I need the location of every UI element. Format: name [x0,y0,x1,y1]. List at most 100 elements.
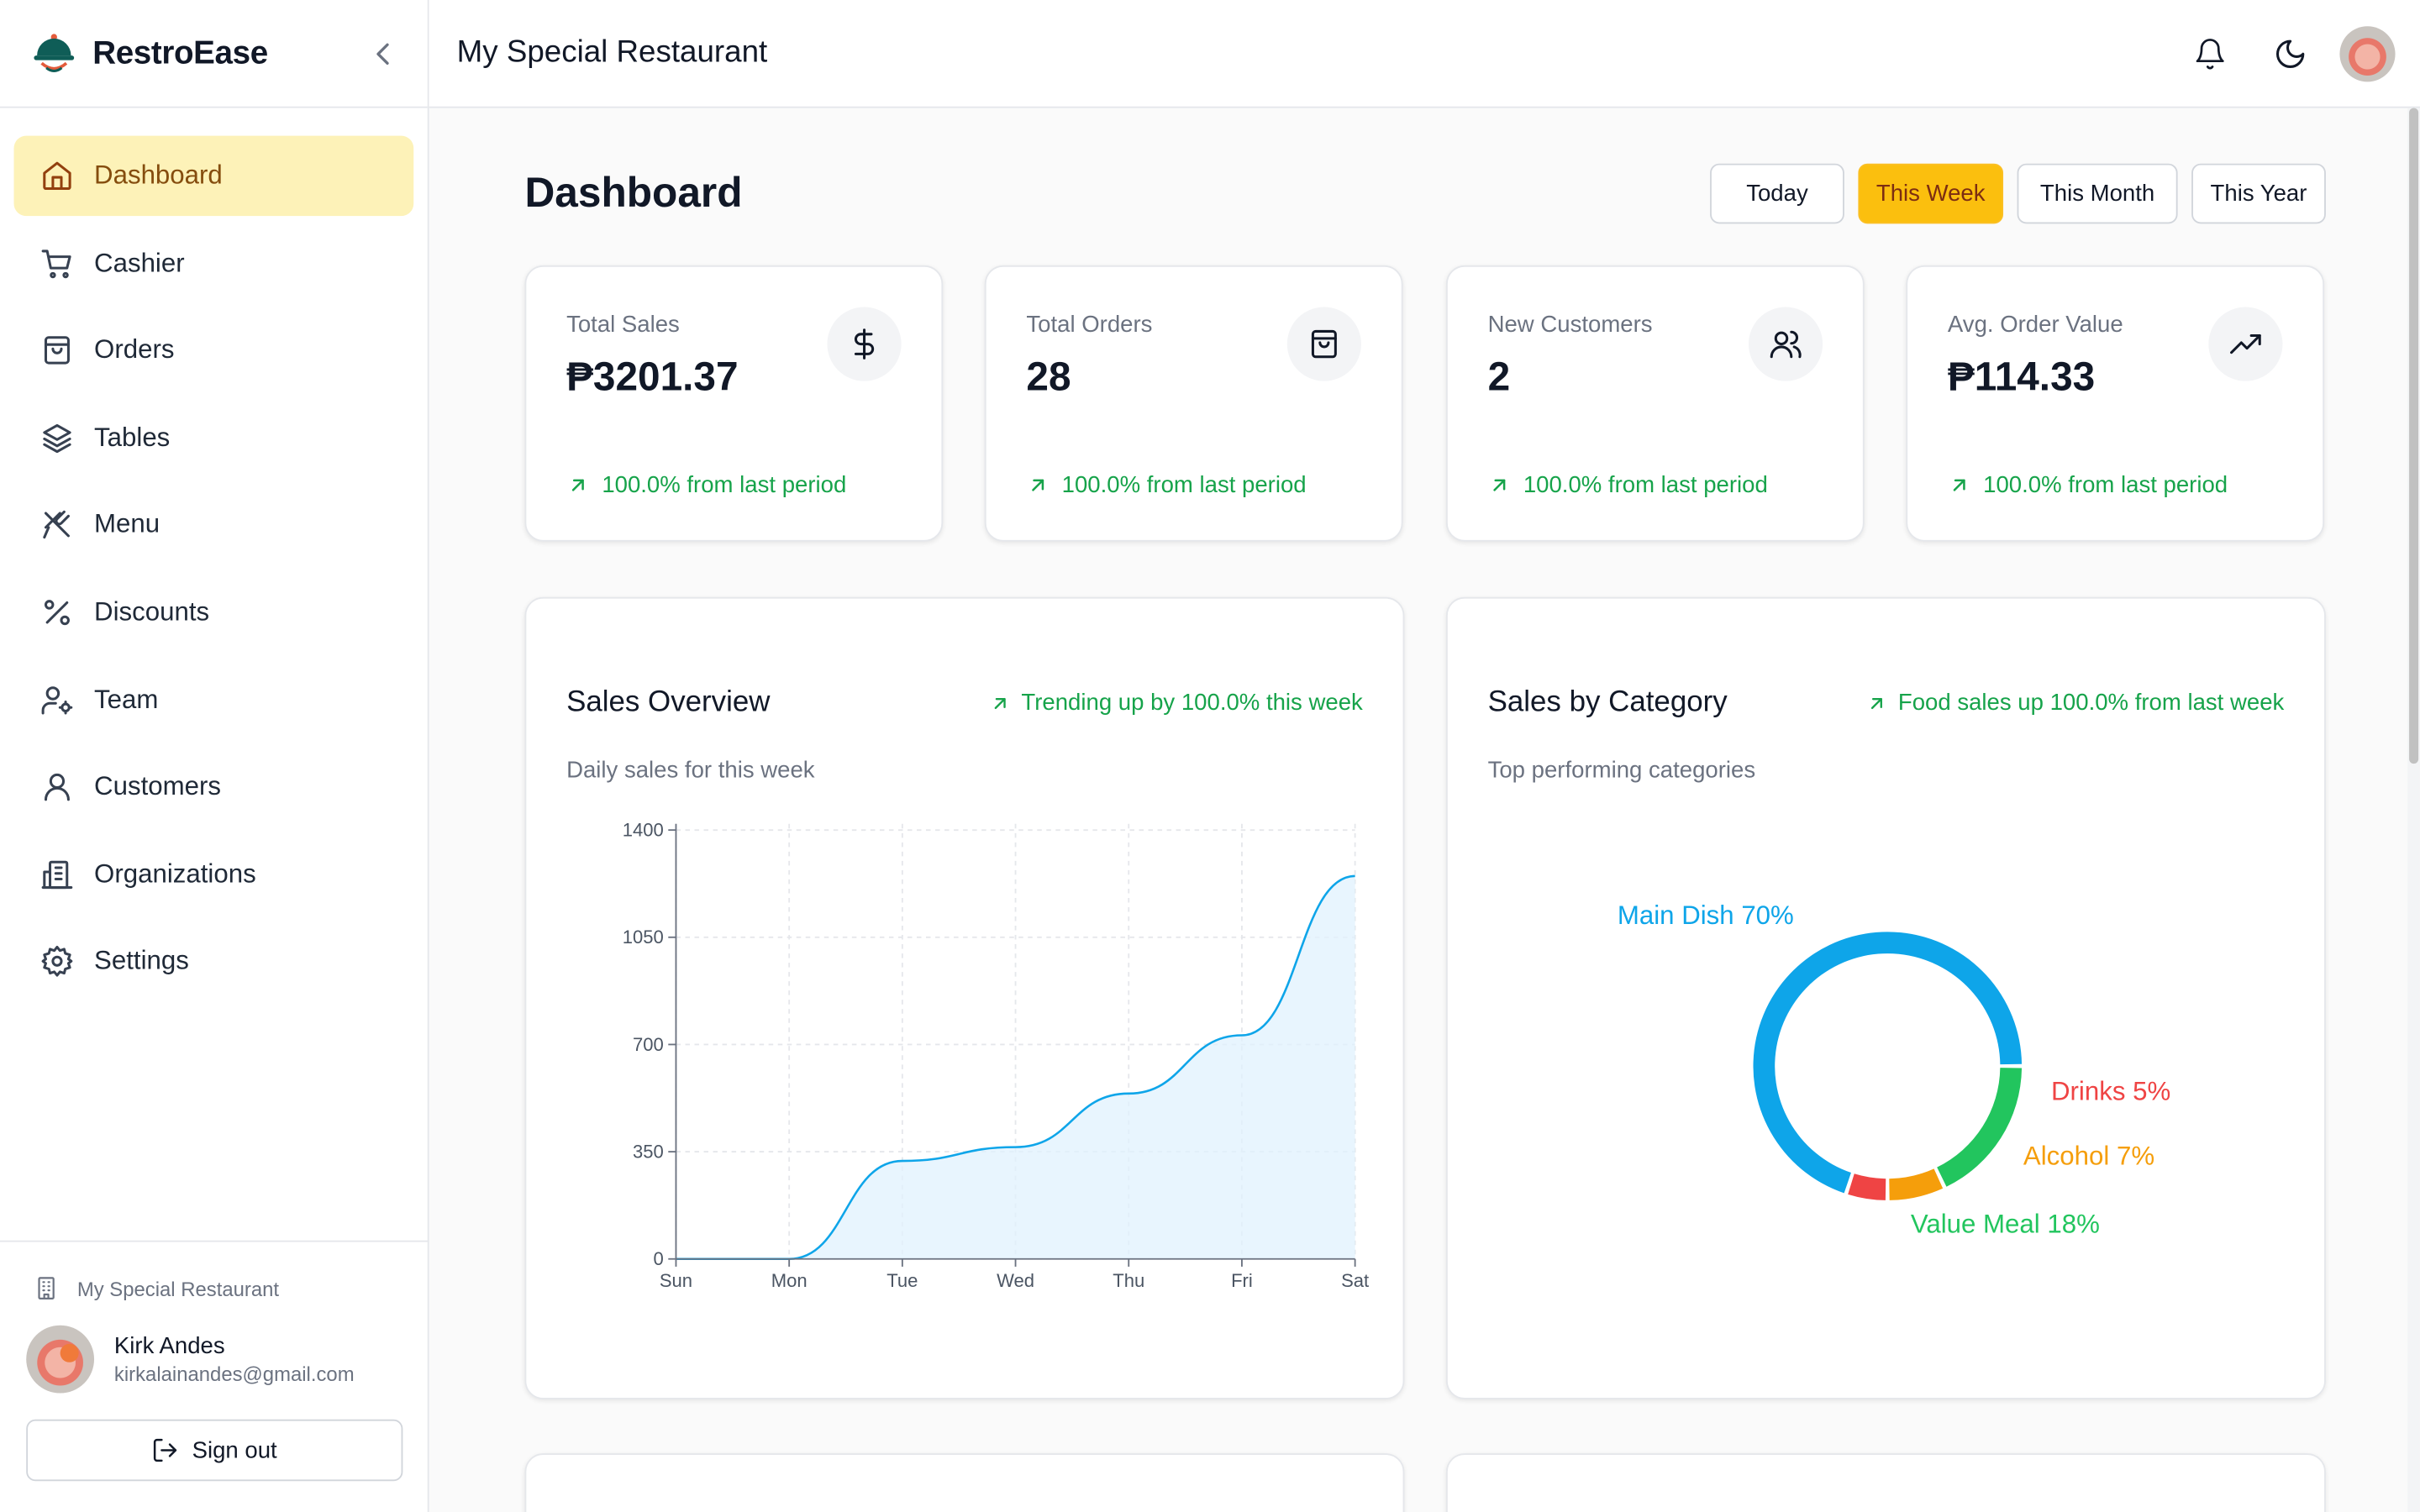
sidebar-item-settings[interactable]: Settings [14,921,414,1002]
range-today-button[interactable]: Today [1710,164,1844,224]
utensils-icon [40,508,74,542]
users-icon [1769,327,1802,360]
sidebar-item-dashboard[interactable]: Dashboard [14,136,414,217]
sidebar-item-orders[interactable]: Orders [14,311,414,391]
stat-trend: 100.0% from last period [1026,472,1306,498]
sign-out-button[interactable]: Sign out [26,1420,402,1481]
restaurant-cloche-icon [31,30,77,76]
donut-slice-label: Alcohol 7% [2023,1142,2154,1171]
stat-card-new-customers: New Customers 2 100.0% from last period [1446,265,1865,542]
restaurant-title: My Special Restaurant [457,35,768,71]
sidebar-item-label: Dashboard [94,160,223,192]
stat-icon-badge [827,307,901,381]
stat-icon-badge [1749,307,1823,381]
stat-trend-text: 100.0% from last period [602,472,846,498]
sidebar-item-menu[interactable]: Menu [14,485,414,565]
header-actions [2158,26,2396,81]
top-header: My Special Restaurant [429,0,2420,108]
y-tick-label: 350 [633,1141,664,1162]
y-tick-label: 1050 [623,927,664,948]
range-this-year-button[interactable]: This Year [2191,164,2326,224]
chart-subtitle: Daily sales for this week [566,758,815,784]
sidebar-item-team[interactable]: Team [14,659,414,740]
stat-value: ₱3201.37 [566,354,738,402]
sidebar-nav: Dashboard Cashier Orders Tables Menu Dis… [0,108,428,1002]
sidebar-item-label: Settings [94,947,189,978]
user-name: Kirk Andes [114,1333,355,1359]
sidebar-item-label: Discounts [94,597,209,628]
organization-name: My Special Restaurant [77,1277,279,1300]
donut-slice[interactable] [1848,1173,1886,1200]
stat-icon-badge [2208,307,2282,381]
x-tick-label: Mon [771,1270,808,1291]
range-this-month-button[interactable]: This Month [2018,164,2178,224]
lower-card-left [524,1453,1404,1512]
cart-icon [40,246,74,280]
chart-trend-text: Trending up by 100.0% this week [1021,690,1362,716]
stat-icon-badge [1287,307,1361,381]
donut-slice-label: Value Meal 18% [1911,1210,2100,1239]
sidebar-item-label: Cashier [94,248,185,279]
chart-subtitle: Top performing categories [1488,758,1756,784]
stat-label: Total Sales [566,312,680,338]
shopping-bag-icon [1307,327,1341,360]
gear-icon [40,945,74,979]
bell-icon [2193,37,2227,71]
chevron-left-icon [373,42,392,66]
sidebar-item-label: Organizations [94,859,256,890]
trending-up-icon [2228,327,2262,360]
stat-card-avg-order-value: Avg. Order Value ₱114.33 100.0% from las… [1906,265,2324,542]
sales-by-category-card: Main Dish 70% Drinks 5% Alcohol 7% Value Me… [1446,597,2326,1399]
sidebar-item-label: Orders [94,335,174,366]
y-tick-label: 0 [654,1248,664,1269]
page-title: Dashboard [524,170,742,218]
x-tick-label: Wed [997,1270,1034,1291]
stat-trend: 100.0% from last period [1488,472,1768,498]
home-icon [40,159,74,192]
date-range-selector: Today This Week This Month This Year [1710,164,2339,224]
avatar [26,1326,94,1394]
user-icon [40,770,74,804]
y-tick-label: 700 [633,1034,664,1055]
stat-trend-text: 100.0% from last period [1983,472,2228,498]
chart-trend-text: Food sales up 100.0% from last week [1898,690,2284,716]
stat-trend: 100.0% from last period [1948,472,2228,498]
organization-line: My Special Restaurant [26,1276,402,1300]
sidebar-item-label: Menu [94,510,160,541]
x-tick-label: Tue [886,1270,918,1291]
stat-card-total-sales: Total Sales ₱3201.37 100.0% from last pe… [524,265,943,542]
sidebar-item-discounts[interactable]: Discounts [14,572,414,653]
sales-overview-card: 0 350 700 1050 1400 Sun Mon Tue Wed Thu Fri Sat Sal… [524,597,1404,1399]
x-tick-label: Thu [1113,1270,1144,1291]
sidebar-item-organizations[interactable]: Organizations [14,834,414,915]
arrow-up-right-icon [566,474,590,497]
sidebar-item-label: Team [94,685,158,716]
stat-trend-text: 100.0% from last period [1062,472,1307,498]
range-this-week-button[interactable]: This Week [1858,164,2003,224]
arrow-up-right-icon [1865,692,1887,714]
log-out-icon [152,1436,180,1464]
notifications-button[interactable] [2182,26,2238,81]
donut-slice-label: Drinks 5% [2051,1077,2170,1106]
arrow-up-right-icon [1488,474,1512,497]
theme-toggle-button[interactable] [2263,26,2318,81]
sidebar-item-cashier[interactable]: Cashier [14,223,414,304]
chart-trend: Food sales up 100.0% from last week [1865,690,2284,716]
building-icon [40,858,74,891]
layers-icon [40,421,74,454]
stat-value: 2 [1488,354,1511,402]
donut-slice[interactable] [1937,1068,2022,1187]
brand-name: RestroEase [92,34,268,71]
sidebar-item-customers[interactable]: Customers [14,747,414,827]
arrow-up-right-icon [1026,474,1050,497]
header-avatar[interactable] [2339,26,2395,81]
chart-trend: Trending up by 100.0% this week [989,690,1363,716]
sidebar-item-tables[interactable]: Tables [14,397,414,478]
x-tick-label: Fri [1231,1270,1253,1291]
scrollbar-thumb[interactable] [2409,108,2418,764]
donut-slice-label: Main Dish 70% [1618,900,1794,930]
donut-slice[interactable] [1889,1168,1943,1200]
user-info: Kirk Andes kirkalainandes@gmail.com [26,1326,402,1394]
page-scrollbar[interactable] [2407,108,2420,1512]
collapse-sidebar-button[interactable] [369,37,397,71]
